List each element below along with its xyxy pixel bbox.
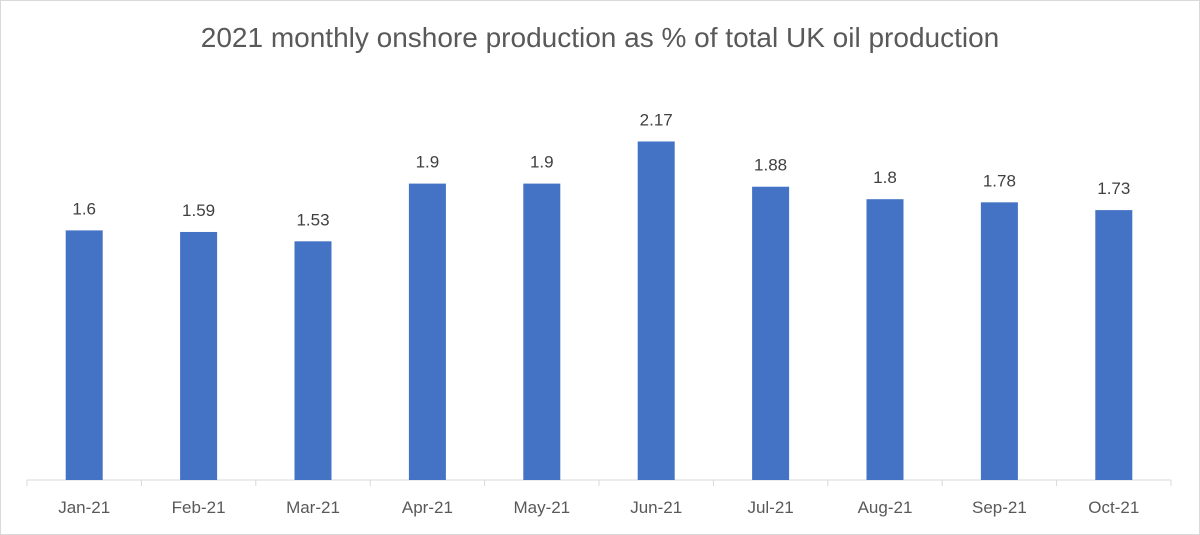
data-label-jul-21: 1.88: [754, 156, 787, 175]
data-label-aug-21: 1.8: [873, 168, 897, 187]
x-tick-label-oct-21: Oct-21: [1088, 498, 1139, 517]
data-label-feb-21: 1.59: [182, 201, 215, 220]
bar-feb-21: [180, 231, 218, 480]
bar-sep-21: [980, 202, 1018, 480]
x-tick-label-may-21: May-21: [513, 498, 570, 517]
chart-title: 2021 monthly onshore production as % of …: [200, 22, 1000, 53]
bar-jun-21: [637, 141, 675, 481]
bar-mar-21: [294, 241, 332, 480]
bar-jan-21: [65, 230, 103, 480]
bar-jul-21: [752, 186, 790, 480]
bar-apr-21: [408, 183, 446, 480]
data-label-apr-21: 1.9: [416, 153, 440, 172]
x-tick-label-jun-21: Jun-21: [630, 498, 682, 517]
x-tick-label-jul-21: Jul-21: [747, 498, 793, 517]
x-tick-label-apr-21: Apr-21: [402, 498, 453, 517]
x-tick-label-mar-21: Mar-21: [286, 498, 340, 517]
data-label-sep-21: 1.78: [983, 171, 1016, 190]
x-tick-label-feb-21: Feb-21: [172, 498, 226, 517]
data-label-jan-21: 1.6: [72, 199, 96, 218]
x-tick-label-aug-21: Aug-21: [858, 498, 913, 517]
x-tick-label-sep-21: Sep-21: [972, 498, 1027, 517]
bar-may-21: [523, 183, 561, 480]
bar-oct-21: [1095, 210, 1133, 480]
data-label-oct-21: 1.73: [1097, 179, 1130, 198]
x-tick-label-jan-21: Jan-21: [58, 498, 110, 517]
data-label-jun-21: 2.17: [640, 110, 673, 129]
data-label-mar-21: 1.53: [296, 210, 329, 229]
bar-aug-21: [866, 199, 904, 480]
data-label-may-21: 1.9: [530, 153, 554, 172]
